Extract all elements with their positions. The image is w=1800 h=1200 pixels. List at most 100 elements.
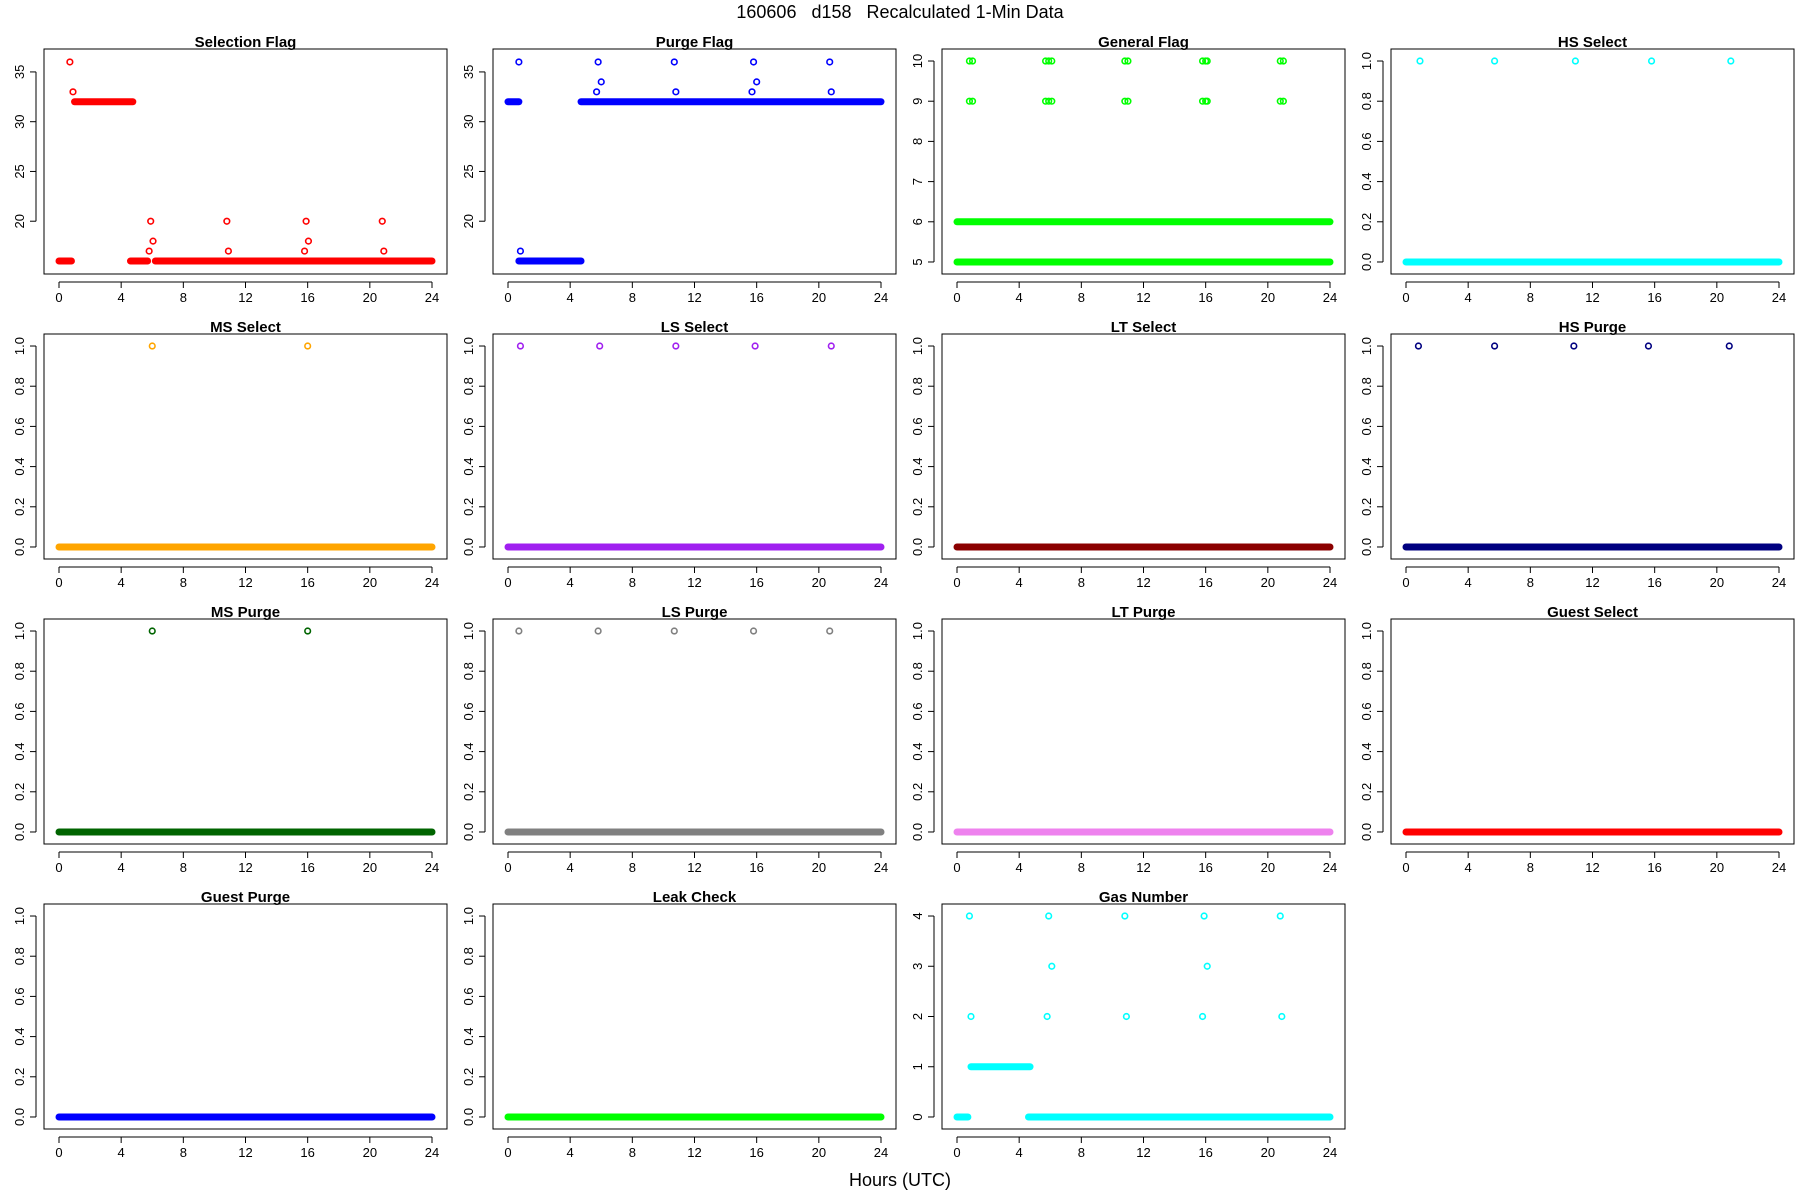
y-tick-label: 0.8 (12, 377, 27, 395)
data-point (594, 627, 602, 635)
x-tick-label: 12 (1585, 860, 1599, 875)
data-point (515, 627, 523, 635)
y-tick-label: 8 (910, 138, 925, 145)
data-point (749, 58, 758, 66)
panel-title: HS Purge (1559, 319, 1627, 336)
panel-hs-purge: HS Purge 0 4 8 12 16 20 24 0.0 0.2 0.4 0.6 0.8 1.0 (1359, 319, 1795, 590)
y-tick-label: 0.4 (1359, 458, 1374, 476)
y-tick-label: 0.6 (12, 702, 27, 720)
x-tick-label: 12 (1585, 290, 1599, 305)
x-tick-label: 20 (1261, 860, 1275, 875)
data-point (378, 217, 386, 225)
panel-hs-select: HS Select 0 4 8 12 16 20 24 0.0 0.2 0.4 0.6 0.8 1.0 (1359, 34, 1795, 305)
data-point (596, 342, 604, 350)
data-point (1490, 342, 1499, 350)
x-tick-label: 8 (180, 575, 187, 590)
x-tick-label: 12 (238, 290, 252, 305)
x-tick-label: 8 (629, 1145, 636, 1160)
x-tick-label: 4 (118, 1145, 125, 1160)
y-tick-label: 3 (910, 963, 925, 970)
data-point (148, 627, 156, 635)
x-tick-label: 20 (363, 290, 377, 305)
x-tick-label: 0 (55, 860, 62, 875)
x-tick-label: 4 (1465, 290, 1472, 305)
x-tick-label: 24 (425, 290, 439, 305)
x-tick-label: 4 (118, 860, 125, 875)
data-point (592, 88, 601, 96)
plot-frame (941, 618, 1346, 845)
y-tick-label: 1.0 (1359, 52, 1374, 70)
x-tick-label: 12 (687, 1145, 701, 1160)
x-tick-label: 0 (953, 860, 960, 875)
y-tick-label: 0.2 (1359, 213, 1374, 231)
y-tick-label: 20 (461, 214, 476, 228)
x-tick-label: 0 (953, 1145, 960, 1160)
data-point (66, 58, 74, 66)
x-tick-label: 0 (504, 575, 511, 590)
data-point (670, 58, 678, 66)
data-point (223, 217, 231, 225)
x-tick-label: 0 (1402, 575, 1409, 590)
x-tick-label: 16 (749, 1145, 763, 1160)
y-tick-label: 25 (12, 164, 27, 178)
x-tick-label: 20 (363, 575, 377, 590)
x-tick-label: 8 (629, 290, 636, 305)
y-tick-label: 2 (910, 1013, 925, 1020)
data-point (69, 88, 77, 96)
x-tick-label: 20 (1710, 860, 1724, 875)
y-tick-label: 30 (461, 114, 476, 128)
x-tick-label: 8 (1527, 860, 1534, 875)
x-tick-label: 4 (1016, 860, 1023, 875)
data-point (1043, 1012, 1051, 1021)
y-tick-label: 0.4 (461, 458, 476, 476)
x-tick-label: 0 (504, 1145, 511, 1160)
y-tick-label: 0.4 (12, 458, 27, 476)
y-tick-label: 0.0 (12, 538, 27, 556)
panel-title: Guest Purge (201, 889, 290, 906)
plot-frame (43, 903, 448, 1130)
data-point (1276, 57, 1284, 65)
x-tick-label: 24 (1772, 575, 1786, 590)
data-point (304, 627, 312, 635)
x-tick-label: 8 (180, 860, 187, 875)
x-tick-label: 20 (1710, 290, 1724, 305)
y-tick-label: 0.0 (1359, 823, 1374, 841)
x-tick-label: 12 (238, 575, 252, 590)
data-point (1121, 97, 1129, 105)
data-point (145, 247, 153, 255)
panel-lt-select: LT Select 0 4 8 12 16 20 24 0.0 0.2 0.4 0.6 0.8 1.0 (910, 319, 1346, 590)
data-point (1414, 342, 1423, 350)
plot-frame (492, 903, 897, 1130)
x-tick-label: 16 (300, 1145, 314, 1160)
x-tick-label: 24 (1323, 575, 1337, 590)
x-tick-label: 12 (1136, 575, 1150, 590)
x-tick-label: 4 (1016, 290, 1023, 305)
x-tick-label: 16 (300, 290, 314, 305)
plot-frame (492, 333, 897, 560)
data-point (670, 627, 678, 635)
data-point (1490, 57, 1499, 65)
x-tick-label: 16 (1198, 1145, 1212, 1160)
y-tick-label: 0.4 (910, 743, 925, 761)
x-tick-label: 12 (1136, 290, 1150, 305)
data-point (304, 237, 313, 245)
y-tick-label: 0.0 (461, 538, 476, 556)
y-tick-label: 0.6 (910, 417, 925, 435)
data-point (748, 88, 756, 96)
x-tick-label: 12 (1136, 860, 1150, 875)
panel-ls-select: LS Select 0 4 8 12 16 20 24 0.0 0.2 0.4 0.6 0.8 1.0 (461, 319, 897, 590)
y-tick-label: 1.0 (910, 337, 925, 355)
data-point (827, 342, 835, 350)
data-point (148, 342, 156, 350)
x-tick-label: 24 (874, 290, 888, 305)
x-tick-label: 16 (1198, 860, 1212, 875)
y-tick-label: 0.2 (1359, 498, 1374, 516)
data-point (827, 88, 835, 96)
x-tick-label: 16 (1198, 575, 1212, 590)
y-tick-label: 1.0 (12, 907, 27, 925)
y-tick-label: 0.6 (461, 987, 476, 1005)
plot-frame (1390, 48, 1795, 275)
y-tick-label: 0.8 (1359, 662, 1374, 680)
x-tick-label: 8 (180, 290, 187, 305)
panel-title: HS Select (1558, 34, 1627, 51)
